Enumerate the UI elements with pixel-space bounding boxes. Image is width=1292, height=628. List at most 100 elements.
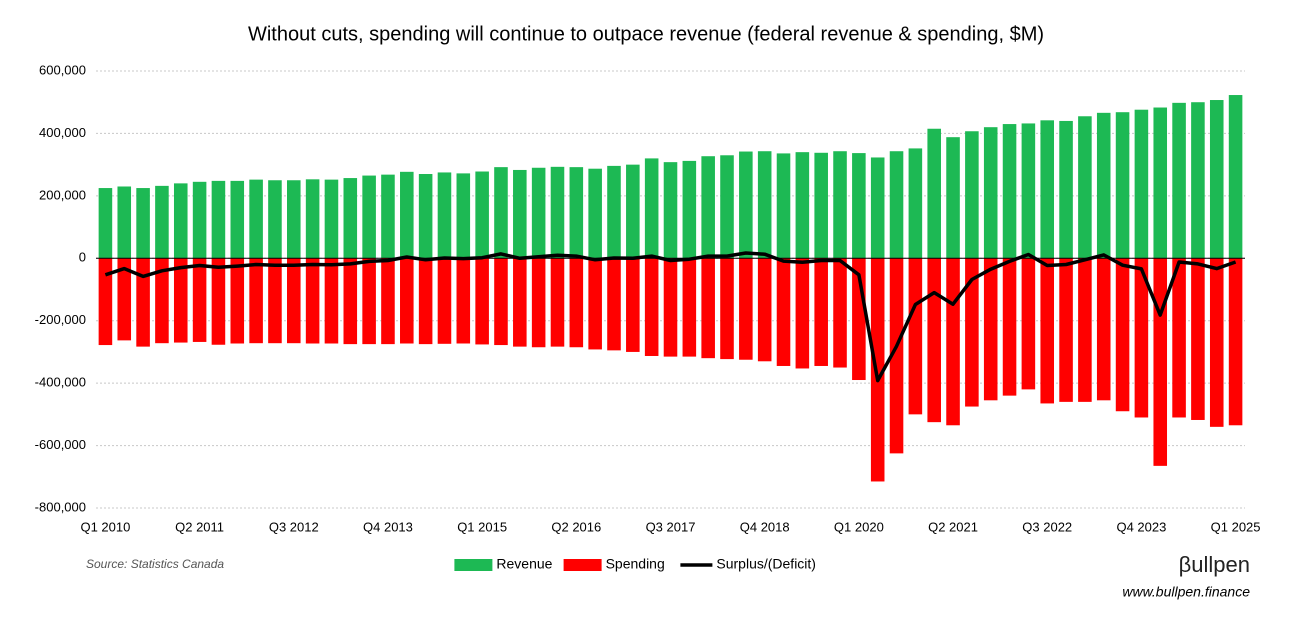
bar bbox=[1191, 258, 1205, 420]
bar bbox=[1209, 100, 1224, 259]
bar bbox=[268, 180, 282, 259]
x-tick-label: Q3 2012 bbox=[269, 519, 319, 534]
y-tick-label: 200,000 bbox=[39, 187, 86, 202]
bar bbox=[739, 258, 753, 360]
bar bbox=[569, 258, 584, 348]
bar bbox=[701, 258, 715, 359]
bar bbox=[362, 258, 376, 345]
bar bbox=[550, 166, 565, 259]
bar bbox=[1059, 258, 1073, 402]
legend-label: Surplus/(Deficit) bbox=[716, 556, 816, 572]
legend-label: Revenue bbox=[496, 556, 552, 572]
bar bbox=[852, 153, 866, 259]
bar bbox=[908, 258, 923, 415]
bar bbox=[437, 172, 452, 259]
bar bbox=[550, 258, 565, 347]
bar bbox=[155, 185, 169, 259]
bar bbox=[739, 151, 753, 259]
bar bbox=[418, 258, 433, 345]
bar bbox=[117, 186, 132, 259]
bar bbox=[1078, 116, 1092, 259]
bar bbox=[1153, 107, 1168, 259]
x-tick-label: Q2 2021 bbox=[928, 519, 978, 534]
y-tick-label: -600,000 bbox=[35, 437, 86, 452]
legend-swatch bbox=[454, 559, 493, 571]
bar bbox=[136, 258, 150, 347]
x-tick-label: Q2 2016 bbox=[551, 519, 601, 534]
website: www.bullpen.finance bbox=[1122, 584, 1250, 600]
bar bbox=[833, 151, 847, 259]
bar bbox=[211, 180, 226, 259]
bar bbox=[814, 258, 828, 366]
y-tick-label: -400,000 bbox=[35, 375, 86, 390]
bar bbox=[607, 165, 621, 259]
bar bbox=[720, 155, 734, 259]
bar bbox=[889, 151, 904, 259]
bar bbox=[305, 179, 320, 259]
bar bbox=[456, 173, 471, 259]
bar bbox=[588, 258, 602, 350]
bar bbox=[626, 258, 640, 352]
bar bbox=[682, 258, 697, 357]
legend-label: Spending bbox=[606, 556, 665, 572]
bar bbox=[211, 258, 226, 345]
bar bbox=[965, 258, 979, 407]
bar bbox=[1172, 102, 1186, 259]
bar bbox=[870, 258, 885, 482]
bar bbox=[1040, 258, 1055, 404]
bar bbox=[324, 179, 339, 259]
bar bbox=[927, 128, 941, 259]
bar bbox=[1096, 112, 1111, 259]
bar bbox=[1115, 258, 1130, 412]
bar bbox=[983, 127, 998, 259]
bar bbox=[531, 258, 546, 348]
x-tick-label: Q1 2020 bbox=[834, 519, 884, 534]
line bbox=[104, 251, 1237, 383]
y-tick-label: 400,000 bbox=[39, 125, 86, 140]
bar bbox=[192, 181, 207, 259]
bar bbox=[870, 157, 885, 259]
x-tick-label: Q1 2025 bbox=[1211, 519, 1261, 534]
bar bbox=[1078, 258, 1092, 402]
x-tick-label: Q4 2023 bbox=[1116, 519, 1166, 534]
bar bbox=[155, 258, 169, 344]
bar bbox=[701, 156, 715, 259]
bar bbox=[1191, 102, 1205, 259]
bar bbox=[268, 258, 282, 344]
bar bbox=[494, 258, 508, 346]
source: Source: Statistics Canada bbox=[86, 557, 224, 571]
x-tick-label: Q1 2015 bbox=[457, 519, 507, 534]
x-tick-label: Q2 2011 bbox=[175, 519, 224, 534]
bar bbox=[1153, 258, 1168, 466]
bar bbox=[324, 258, 339, 344]
bar bbox=[362, 175, 376, 259]
bar bbox=[286, 258, 301, 344]
bar bbox=[381, 258, 395, 345]
bar bbox=[795, 152, 810, 259]
bar bbox=[230, 180, 245, 259]
bar bbox=[1115, 112, 1130, 259]
bar bbox=[230, 258, 245, 344]
bar bbox=[286, 180, 301, 259]
bar bbox=[908, 148, 923, 259]
x-tick-label: Q1 2010 bbox=[80, 519, 130, 534]
bar bbox=[946, 137, 960, 259]
bar bbox=[249, 258, 263, 344]
bar bbox=[400, 171, 414, 259]
bar bbox=[644, 258, 659, 356]
bar bbox=[889, 258, 904, 454]
legend-swatch bbox=[563, 559, 602, 571]
bar bbox=[98, 188, 113, 259]
bar bbox=[456, 258, 471, 344]
bar bbox=[475, 171, 489, 259]
bar bbox=[475, 258, 489, 345]
bar bbox=[946, 258, 960, 426]
bar bbox=[343, 178, 358, 259]
bar bbox=[418, 174, 433, 259]
bar bbox=[1059, 120, 1073, 259]
bar bbox=[663, 258, 678, 357]
bar bbox=[644, 158, 659, 259]
bar bbox=[513, 169, 527, 259]
bar bbox=[588, 168, 602, 259]
y-tick-label: -200,000 bbox=[35, 312, 86, 327]
